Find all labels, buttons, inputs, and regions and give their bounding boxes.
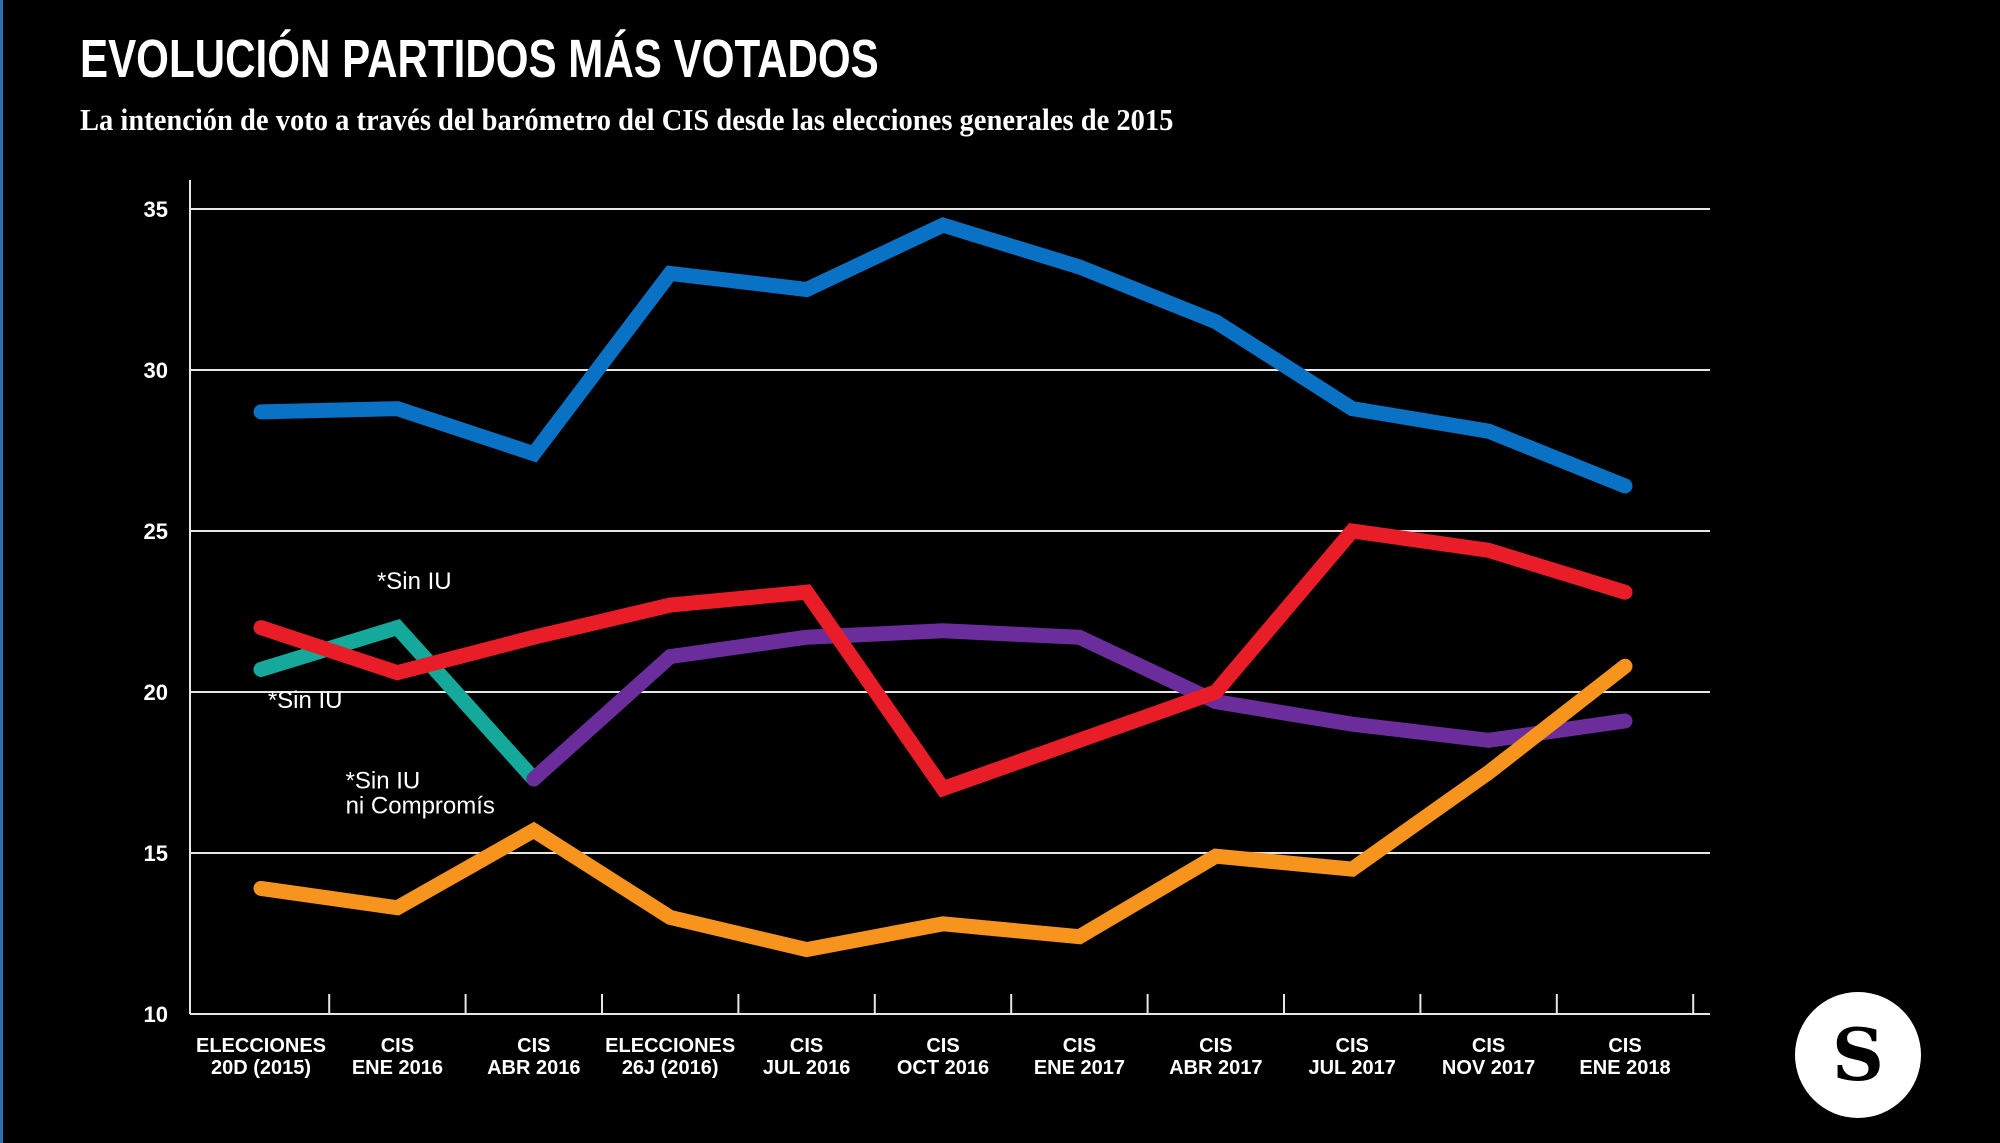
x-axis-ticks: ELECCIONES 20D (2015) CIS ENE 2016 CIS ABR 20… bbox=[196, 1035, 1671, 1079]
annotations: *Sin IU *Sin IU *Sin IU ni Compromís bbox=[268, 568, 495, 820]
annotation-label: *Sin IU ni Compromís bbox=[346, 768, 495, 820]
x-tick-label: CIS JUL 2016 bbox=[763, 1035, 850, 1079]
logo-letter: S bbox=[1832, 1012, 1884, 1097]
x-tick-label: CIS NOV 2017 bbox=[1442, 1035, 1535, 1079]
x-tick-label: ELECCIONES 26J (2016) bbox=[605, 1035, 735, 1079]
y-tick-label: 35 bbox=[144, 197, 168, 222]
gridlines bbox=[190, 208, 1710, 854]
x-tick-label: ELECCIONES 20D (2015) bbox=[196, 1035, 326, 1079]
chart-subtitle: La intención de voto a través del baróme… bbox=[80, 102, 1174, 137]
chart-title: EVOLUCIÓN PARTIDOS MÁS VOTADOS bbox=[80, 29, 879, 89]
x-tick-label: CIS ENE 2016 bbox=[352, 1035, 443, 1079]
series-line-blue bbox=[253, 217, 1633, 494]
y-tick-label: 30 bbox=[144, 358, 168, 383]
x-tick-label: CIS JUL 2017 bbox=[1308, 1035, 1395, 1079]
x-tick-label: CIS ENE 2018 bbox=[1579, 1035, 1670, 1079]
left-border bbox=[0, 0, 3, 1143]
annotation-label: *Sin IU bbox=[377, 568, 452, 595]
annotation-label: *Sin IU bbox=[268, 687, 343, 714]
axes bbox=[189, 180, 1710, 1015]
x-tick-label: CIS ABR 2016 bbox=[487, 1035, 580, 1079]
series-lines bbox=[253, 217, 1633, 958]
brand-logo: S bbox=[1795, 992, 1921, 1118]
x-tick-label: CIS ABR 2017 bbox=[1169, 1035, 1262, 1079]
y-tick-label: 10 bbox=[144, 1002, 168, 1027]
series-line-red bbox=[253, 522, 1633, 798]
x-tick-label: CIS ENE 2017 bbox=[1034, 1035, 1125, 1079]
series-line-purple bbox=[526, 623, 1633, 787]
y-tick-label: 25 bbox=[144, 519, 168, 544]
y-axis-ticks: 10 15 20 25 30 35 bbox=[144, 197, 168, 1027]
y-tick-label: 15 bbox=[144, 841, 168, 866]
y-tick-label: 20 bbox=[144, 680, 168, 705]
x-tick-label: CIS OCT 2016 bbox=[897, 1035, 989, 1079]
